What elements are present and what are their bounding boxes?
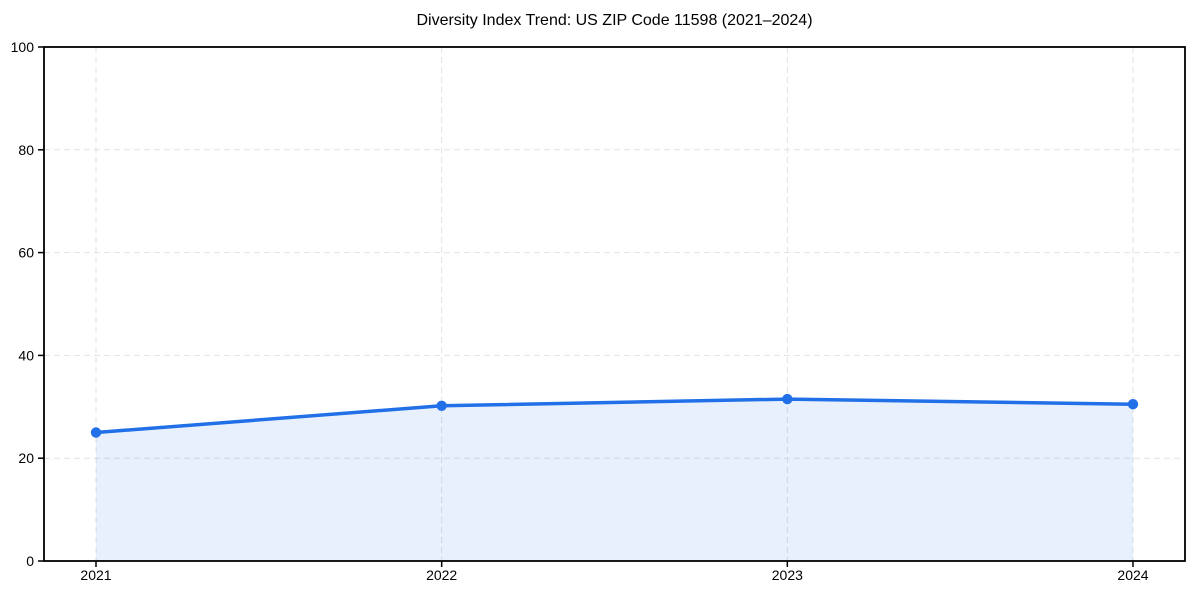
trend-line: [94, 397, 1135, 435]
data-point-2022: [436, 400, 447, 411]
data-point-2024: [1127, 399, 1139, 410]
y-tick-label-60: 60: [18, 245, 34, 261]
x-tick-label-2024: 2024: [1117, 567, 1148, 583]
plot-border: [43, 46, 1186, 562]
data-point-2021: [90, 427, 102, 438]
y-tick-label-0: 0: [26, 553, 34, 569]
y-tick-label-20: 20: [18, 450, 34, 466]
y-tick-label-40: 40: [18, 347, 34, 363]
x-tick-label-2021: 2021: [80, 567, 111, 583]
chart-title: Diversity Index Trend: US ZIP Code 11598…: [416, 12, 813, 29]
x-tick-label-2022: 2022: [426, 567, 457, 583]
area-fill: [96, 399, 1133, 561]
data-point-2023: [782, 393, 793, 405]
y-tick-label-80: 80: [18, 142, 34, 158]
y-tick-label-100: 100: [11, 39, 35, 55]
x-tick-label-2023: 2023: [772, 567, 803, 583]
